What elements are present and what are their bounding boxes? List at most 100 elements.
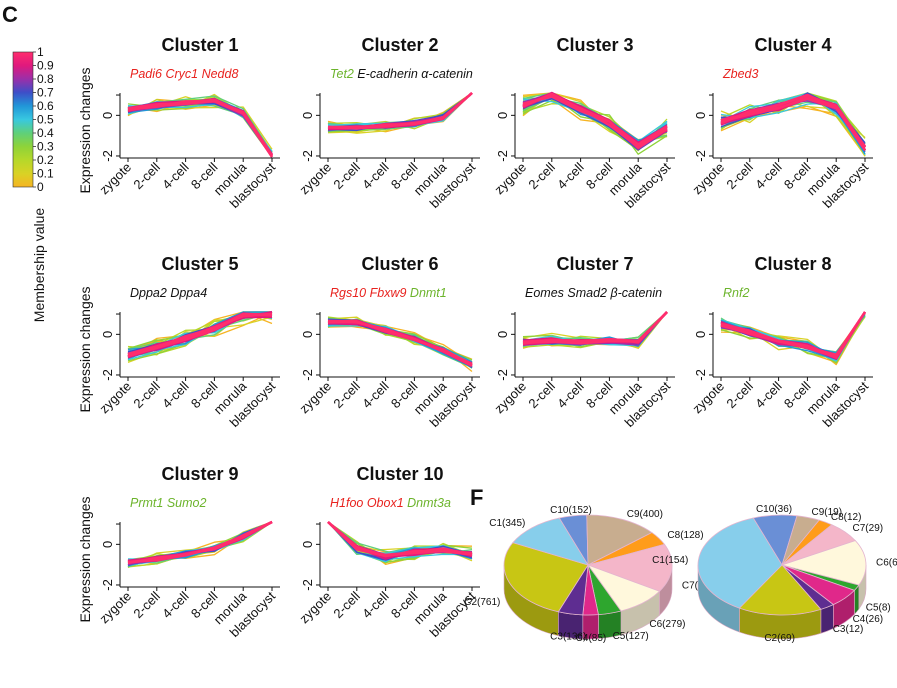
cluster-title: Cluster 5: [161, 254, 238, 274]
series-line: [127, 99, 273, 158]
series-line: [127, 312, 273, 358]
pie-chart: C10(152)C9(400)C8(128)C7(445)C6(279)C5(1…: [464, 505, 718, 644]
pie-slice-label: C4(85): [576, 633, 607, 644]
y-tick-label: 0: [495, 331, 510, 338]
x-tick-label: 2-cell: [330, 378, 363, 411]
y-tick-label: 0: [693, 112, 708, 119]
pie-slice: [503, 542, 589, 613]
colorbar-tick-label: 0.5: [37, 113, 54, 127]
y-axis-label: Expression changes: [77, 286, 93, 412]
gene-label: Fbxw9: [366, 286, 406, 300]
colorbar-tick-label: 0.3: [37, 140, 54, 154]
series-line: [327, 521, 473, 558]
series-line: [127, 103, 273, 157]
pie-slice-label: C3(12): [833, 624, 864, 635]
cluster-panel: Cluster 1 Padi6 Cryc1 Nedd8 -2 0 zygote2-cel…: [77, 35, 280, 211]
colorbar-tick-label: 0.7: [37, 86, 54, 100]
x-tick-label: zygote: [96, 379, 134, 417]
pie-slice-label: C8(12): [831, 512, 862, 523]
series-line: [327, 323, 473, 367]
cluster-panel: Cluster 4Zbed3-20zygote2-cell4-cell8-cel…: [689, 35, 873, 211]
pie-slice-label: C1(345): [489, 518, 525, 529]
cluster-panel: Cluster 3-20zygote2-cell4-cell8-cellmoru…: [491, 35, 675, 211]
x-tick-label: zygote: [296, 379, 334, 417]
cluster-panel: Cluster 9 Prmt1 Sumo2 -2 0 zygote2-cell4-cel…: [77, 464, 280, 640]
panel-letter-f: F: [470, 485, 483, 510]
cluster-title: Cluster 4: [754, 35, 831, 55]
gene-label: Dppa4: [167, 286, 207, 300]
pie-charts: C10(152)C9(400)C8(128)C7(445)C6(279)C5(1…: [464, 504, 897, 644]
x-tick-label: 2-cell: [330, 588, 363, 621]
y-tick-label: -2: [693, 369, 708, 381]
gene-label: Zbed3: [722, 67, 758, 81]
x-tick-label: 4-cell: [359, 159, 392, 192]
cluster-title: Cluster 7: [556, 254, 633, 274]
x-tick-label: 2-cell: [130, 588, 163, 621]
pie-slice-label: C10(152): [550, 505, 592, 516]
series-line: [720, 313, 866, 366]
pie-slice-label: C3(136): [550, 632, 586, 643]
gene-label: Prmt1: [130, 496, 163, 510]
pie-slice-label: C5(127): [613, 631, 649, 642]
y-tick-label: 0: [495, 112, 510, 119]
x-tick-label: 4-cell: [752, 378, 785, 411]
pie-slice: [697, 517, 783, 609]
membership-colorbar: 10.90.80.70.60.50.40.30.20.10 Membership …: [12, 45, 54, 322]
pie-slice: [738, 564, 822, 616]
colorbar-tick-label: 0.1: [37, 167, 54, 181]
pie-slice-label: C7(29): [853, 523, 884, 534]
colorbar-tick-label: 0.4: [37, 126, 54, 140]
y-tick-label: -2: [100, 369, 115, 381]
y-axis-label: Expression changes: [77, 67, 93, 193]
y-tick-label: -2: [495, 150, 510, 162]
x-tick-label: zygote: [689, 160, 727, 198]
cluster-panel: Cluster 5 Dppa2 Dppa4 -2 0 zygote2-cell4-cel…: [77, 254, 280, 430]
pie-slice-label: C6(63): [876, 557, 897, 568]
cluster-gene-list: Zbed3: [722, 67, 758, 81]
gene-label: H1foo: [330, 496, 363, 510]
pie-slice: [780, 540, 867, 586]
pie-slice-label: C10(36): [756, 504, 792, 515]
series-line: [327, 319, 473, 368]
y-tick-label: 0: [100, 331, 115, 338]
series-line: [327, 92, 473, 130]
gene-label: β-catenin: [607, 286, 662, 300]
gene-label: Smad2: [564, 286, 607, 300]
pie-slice-label: C9(19): [811, 507, 842, 518]
x-tick-label: zygote: [296, 160, 334, 198]
x-tick-label: 4-cell: [159, 378, 192, 411]
y-tick-label: -2: [693, 150, 708, 162]
x-tick-label: 2-cell: [130, 159, 163, 192]
x-tick-label: 4-cell: [159, 588, 192, 621]
x-tick-label: 4-cell: [359, 588, 392, 621]
x-tick-label: zygote: [96, 160, 134, 198]
gene-label: Dppa2: [130, 286, 167, 300]
gene-label: Sumo2: [163, 496, 206, 510]
panel-letter-c: C: [2, 2, 18, 27]
pie-slice-label: C5(8): [866, 602, 891, 613]
series-line: [127, 521, 273, 562]
cluster-panel: Cluster 2 Tet2 E-cadherin α-catenin -2 0 zyg…: [296, 35, 480, 211]
series-line: [127, 102, 273, 158]
x-tick-label: zygote: [296, 589, 334, 627]
gene-label: α-catenin: [418, 67, 473, 81]
series-line: [327, 320, 473, 367]
x-tick-label: 4-cell: [752, 159, 785, 192]
series-line: [720, 97, 866, 148]
x-tick-label: zygote: [491, 160, 529, 198]
x-tick-label: 2-cell: [130, 378, 163, 411]
y-tick-label: -2: [100, 150, 115, 162]
x-tick-label: zygote: [689, 379, 727, 417]
cluster-gene-list: Tet2 E-cadherin α-catenin: [330, 67, 473, 81]
pie-slice-label: C8(128): [667, 530, 703, 541]
series-line: [522, 92, 668, 149]
y-tick-label: -2: [100, 579, 115, 591]
cluster-gene-list: Eomes Smad2 β-catenin: [525, 286, 662, 300]
pie-slice: [586, 514, 653, 566]
x-tick-label: 4-cell: [554, 378, 587, 411]
y-axis-label: Expression changes: [77, 496, 93, 622]
cluster-title: Cluster 8: [754, 254, 831, 274]
cluster-panel: Cluster 8Rnf2-20zygote2-cell4-cell8-cell…: [689, 254, 873, 430]
cluster-title: Cluster 10: [356, 464, 443, 484]
